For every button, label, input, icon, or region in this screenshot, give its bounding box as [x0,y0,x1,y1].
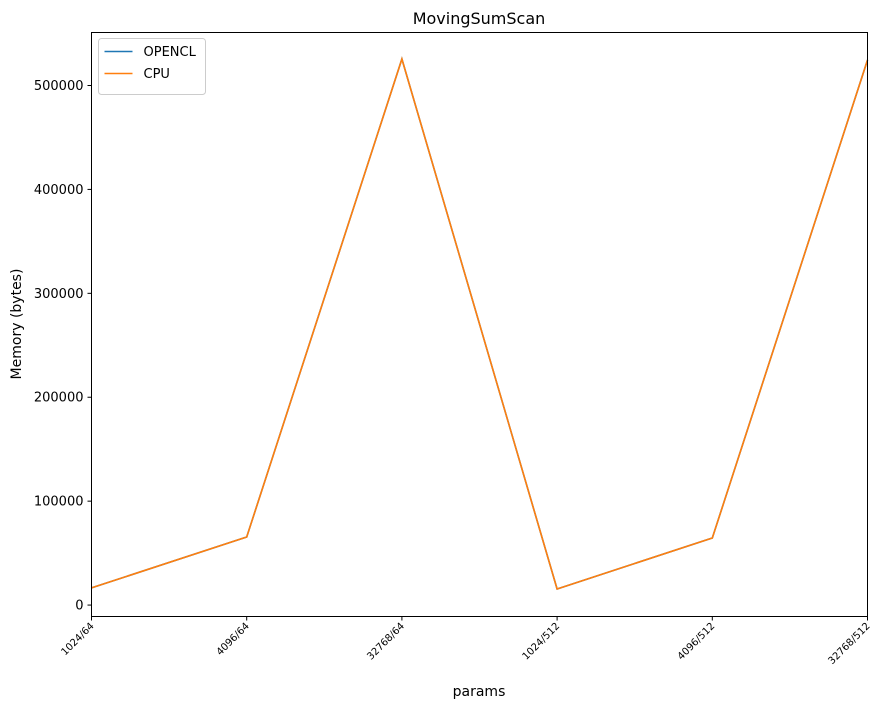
x-tick-label: 32768/64 [365,621,407,663]
y-tick-label: 200000 [34,391,84,406]
legend: OPENCL CPU [98,38,206,95]
legend-label: CPU [144,67,170,82]
y-tick-label: 300000 [34,287,84,302]
x-axis: 1024/64 4096/64 32768/64 1024/512 4096/512 32… [59,616,873,667]
x-tick-label: 1024/512 [521,621,563,663]
y-tick-label: 100000 [34,495,84,510]
legend-label: OPENCL [144,45,197,60]
series-line-cpu [91,56,869,590]
y-tick-label: 500000 [34,79,84,94]
x-tick-label: 4096/64 [215,621,252,658]
x-tick-label: 4096/512 [676,621,718,663]
y-axis-label: Memory (bytes) [9,269,25,380]
x-axis-label: params [453,684,506,700]
y-tick-label: 0 [75,599,83,614]
y-tick-label: 400000 [34,183,84,198]
chart-title: MovingSumScan [413,9,546,28]
legend-box [98,38,206,95]
plot-frame [91,32,868,617]
y-axis: 0 100000 200000 300000 400000 500000 [34,79,92,614]
x-tick-label: 1024/64 [59,621,96,658]
plot-lines [91,56,869,590]
x-tick-label: 32768/512 [826,621,872,667]
